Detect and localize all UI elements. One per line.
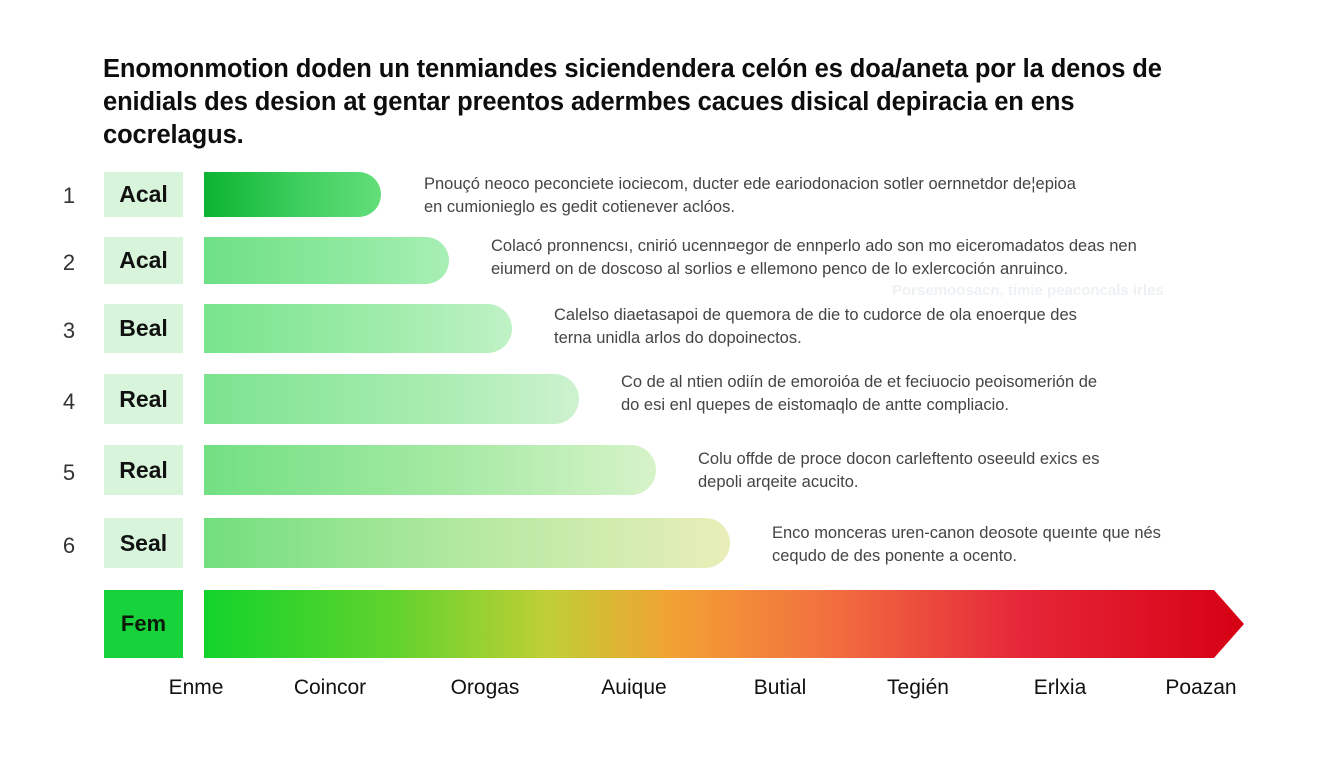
scale-tick-label: Erlxia (1033, 676, 1087, 699)
scale-arrow-shape (204, 590, 1244, 658)
scale-tick-label: Auique (601, 676, 667, 699)
row-number: 2 (62, 250, 76, 275)
row-number: 6 (62, 533, 76, 558)
stage-bar (204, 172, 381, 217)
description-line: Colacó pronnencsı, cnirió ucenn¤egor de … (491, 237, 1137, 255)
row-label: Acal (104, 237, 183, 284)
row-description: Enco monceras uren-canon deosote queınte… (772, 522, 1161, 568)
description-line: eiumerd on de doscoso al sorlios e ellem… (491, 260, 1068, 278)
scale-tick-label: Poazan (1165, 676, 1237, 699)
description-line: en cumionieglo es gedit cotienever aclóo… (424, 198, 735, 216)
row-number: 1 (62, 183, 76, 208)
stage-bar (204, 518, 730, 568)
row-description: Colacó pronnencsı, cnirió ucenn¤egor de … (491, 235, 1137, 281)
description-line: Calelso diaetasapoi de quemora de die to… (554, 306, 1077, 324)
faded-note: Porsemoosacn, timie peaconcals irles (892, 282, 1164, 299)
row-label: Real (104, 445, 183, 495)
scale-tick-label: Orogas (450, 676, 520, 699)
row-description: Pnouçó neoco peconciete iociecom, ducter… (424, 173, 1076, 219)
description-line: cequdo de des ponente a ocento. (772, 547, 1017, 565)
description-line: Co de al ntien odiín de emoroióa de et f… (621, 373, 1098, 391)
scale-label: Fem (104, 590, 183, 658)
description-line: terna unidla arlos do dopoinectos. (554, 329, 802, 347)
row-number: 4 (62, 389, 76, 414)
row-label: Seal (104, 518, 183, 568)
row-number: 3 (62, 318, 76, 343)
scale-tick-label: Tegién (887, 676, 949, 699)
diagram-title: Enomonmotion doden un tenmiandes siciend… (103, 55, 1162, 149)
description-line: Colu offde de proce docon carleftento os… (698, 450, 1100, 468)
description-line: do esi enl quepes de eistomaqlo de antte… (621, 396, 1009, 414)
description-line: depoli arqeite acucito. (698, 473, 859, 491)
row-label: Beal (104, 304, 183, 353)
scale-tick-label: Butial (753, 676, 807, 699)
row-description: Calelso diaetasapoi de quemora de die to… (554, 304, 1077, 350)
description-line: Enco monceras uren-canon deosote queınte… (772, 524, 1161, 542)
stage-bar (204, 374, 579, 424)
row-label: Acal (104, 172, 183, 217)
row-number: 5 (62, 460, 76, 485)
row-label: Real (104, 374, 183, 424)
gradient-scale-arrow (204, 590, 1244, 658)
row-description: Colu offde de proce docon carleftento os… (698, 448, 1099, 494)
description-line: Pnouçó neoco peconciete iociecom, ducter… (424, 175, 1076, 193)
stage-bar (204, 237, 449, 284)
scale-tick-label: Coincor (293, 676, 367, 699)
stage-bar (204, 304, 512, 353)
scale-tick-label: Enme (168, 676, 224, 699)
stage-bar (204, 445, 656, 495)
row-description: Co de al ntien odiín de emoroióa de et f… (621, 371, 1097, 417)
